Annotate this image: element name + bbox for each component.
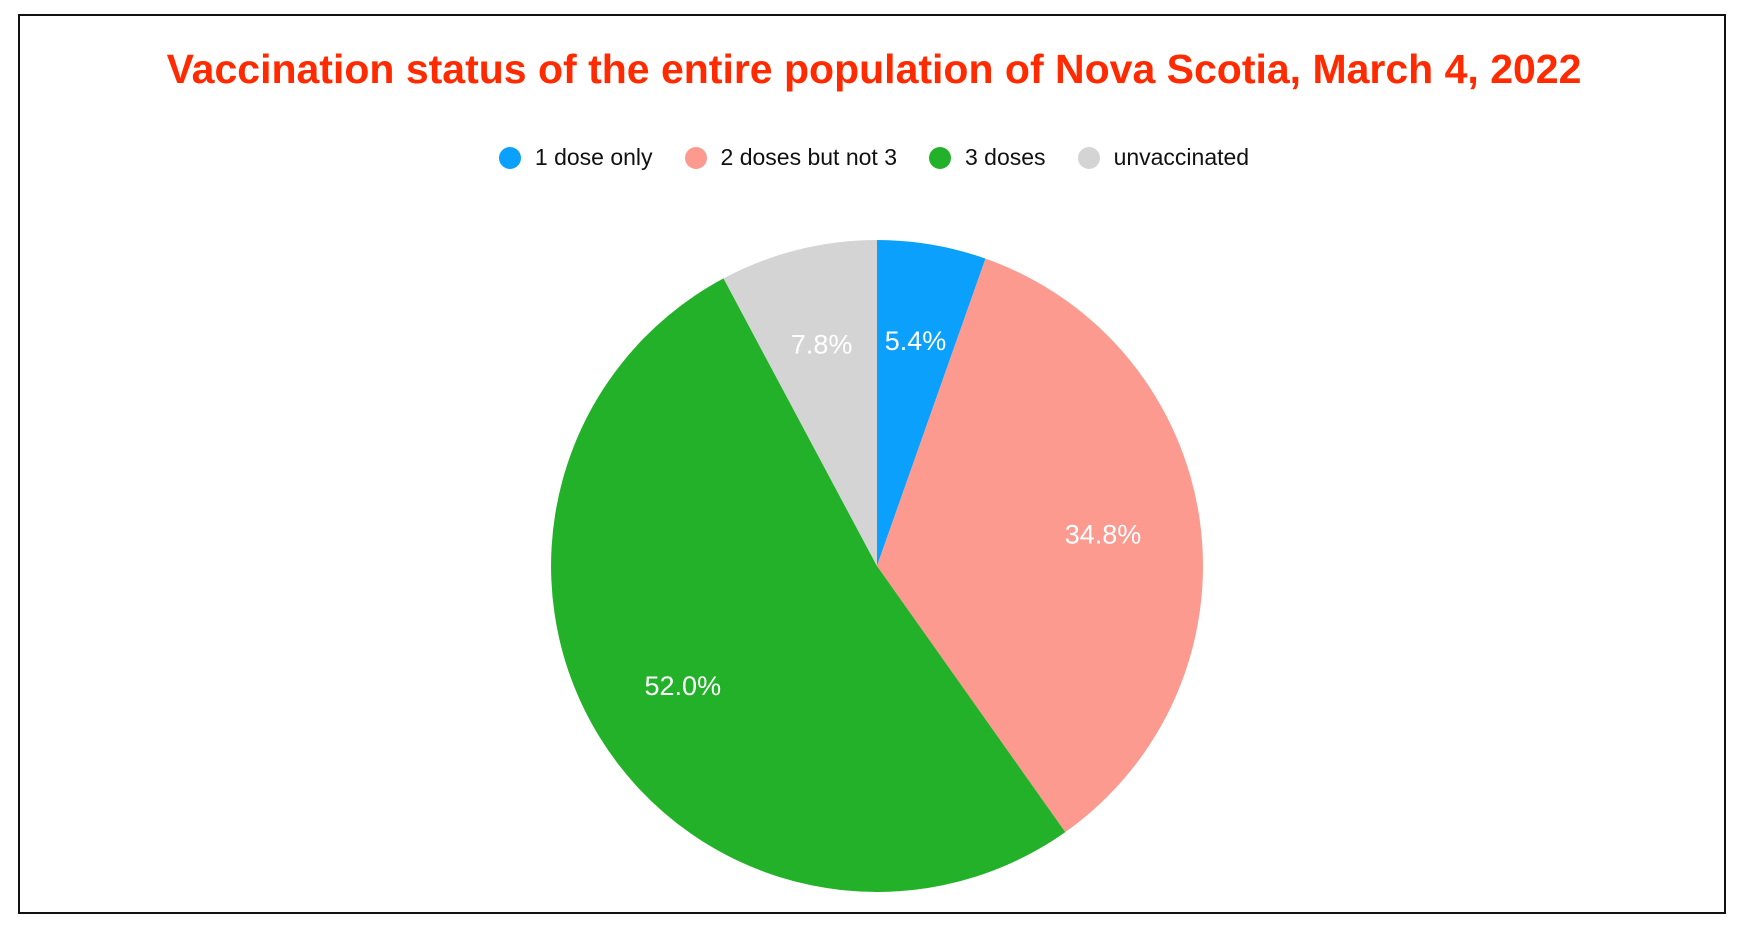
pie-value-labels: 5.4% 34.8% 52.0% 7.8% xyxy=(645,326,1142,701)
legend-swatch-3-doses xyxy=(929,146,951,169)
legend-swatch-1-dose-only xyxy=(498,146,521,169)
legend-item-unvaccinated[interactable]: unvaccinated xyxy=(1077,144,1250,171)
pie-value-label-unvaccinated: 7.8% xyxy=(791,330,853,360)
pie-value-label-2-doses: 34.8% xyxy=(1065,520,1142,550)
pie-slice-1-dose-only[interactable] xyxy=(877,240,986,566)
chart-title: Vaccination status of the entire populat… xyxy=(166,46,1582,92)
pie-slice-unvaccinated[interactable] xyxy=(723,239,877,566)
legend-item-3-doses[interactable]: 3 doses xyxy=(929,144,1046,171)
legend-label-unvaccinated: unvaccinated xyxy=(1113,144,1250,170)
pie-value-label-1-dose-only: 5.4% xyxy=(885,326,947,356)
legend-label-3-doses: 3 doses xyxy=(965,144,1046,170)
legend-swatch-unvaccinated xyxy=(1077,146,1100,169)
legend-label-1-dose-only: 1 dose only xyxy=(534,144,653,170)
chart-legend: 1 dose only 2 doses but not 3 3 doses un… xyxy=(0,144,1748,171)
legend-item-2-doses[interactable]: 2 doses but not 3 xyxy=(684,144,897,171)
legend-swatch-2-doses xyxy=(684,146,707,169)
pie-slice-2-doses[interactable] xyxy=(877,258,1203,833)
legend-label-2-doses: 2 doses but not 3 xyxy=(720,144,897,170)
pie-slice-3-doses[interactable] xyxy=(551,278,1066,892)
pie-value-label-3-doses: 52.0% xyxy=(645,671,722,701)
pie-slices xyxy=(551,239,1203,892)
legend-item-1-dose-only[interactable]: 1 dose only xyxy=(498,144,653,171)
